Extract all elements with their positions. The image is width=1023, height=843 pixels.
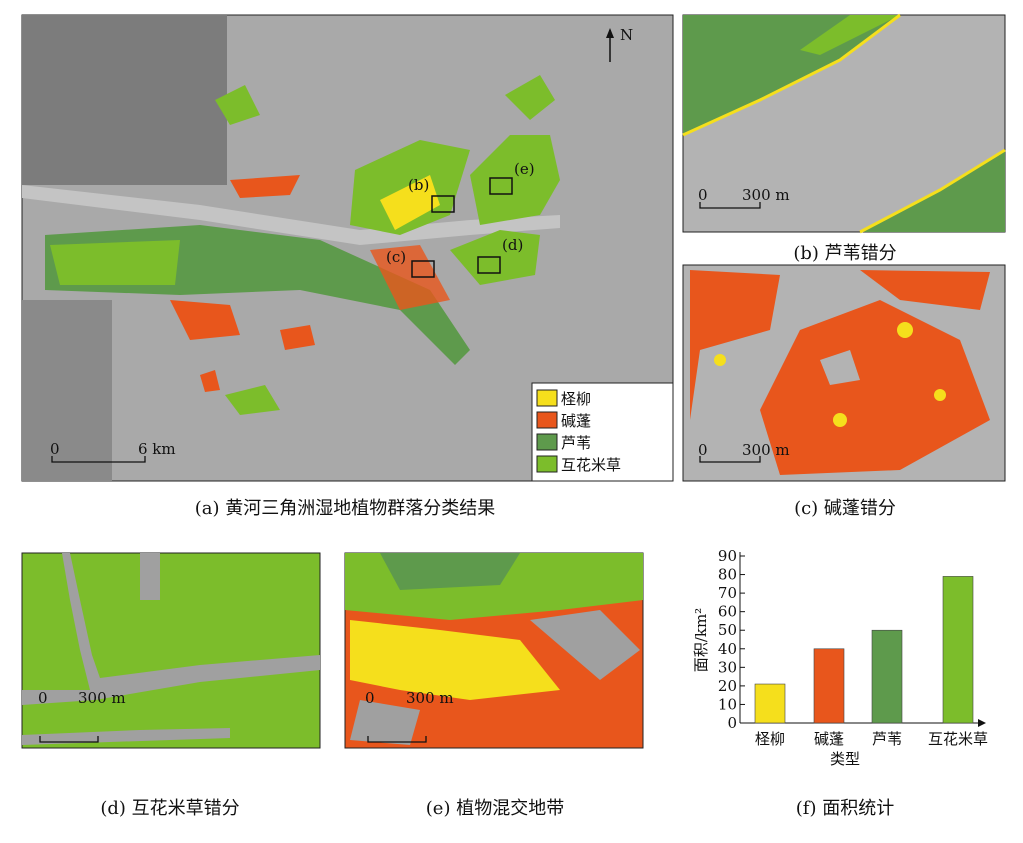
map-c: 0 300 m <box>682 264 1006 482</box>
y-tick-label: 0 <box>727 714 737 732</box>
y-tick-label: 50 <box>718 621 737 639</box>
caption: (d) 互花米草错分 <box>100 798 239 819</box>
y-tick-label: 20 <box>718 677 737 695</box>
y-tick-label: 30 <box>718 658 737 676</box>
bar <box>942 576 974 724</box>
x-axis-label: 类型 <box>830 750 860 768</box>
box-label: (e) <box>514 160 535 178</box>
y-tick-label: 80 <box>718 566 737 584</box>
legend-swatch <box>536 433 558 451</box>
scale-label: 300 m <box>78 689 126 707</box>
caption: (f) 面积统计 <box>796 798 894 819</box>
x-tick-label: 芦苇 <box>872 730 902 748</box>
caption: (a) 黄河三角洲湿地植物群落分类结果 <box>195 498 496 519</box>
map-b: 0 300 m <box>682 13 1006 234</box>
legend-label: 互花米草 <box>561 456 621 474</box>
scale-label: 0 <box>50 440 60 458</box>
caption: (c) 碱蓬错分 <box>794 498 896 519</box>
scale-label: 6 km <box>138 440 176 458</box>
map-e: 0 300 m <box>344 552 644 749</box>
bar <box>813 648 845 724</box>
box-label: (d) <box>502 236 523 254</box>
scale-label: 0 <box>38 689 48 707</box>
y-axis-label: 面积/km² <box>692 608 710 672</box>
legend-label: 柽柳 <box>561 390 591 408</box>
y-tick-label: 10 <box>718 695 737 713</box>
scale-label: 300 m <box>406 689 454 707</box>
y-tick-label: 90 <box>718 547 737 565</box>
x-tick-label: 互花米草 <box>928 730 988 748</box>
y-tick-label: 40 <box>718 640 737 658</box>
y-tick-label: 70 <box>718 584 737 602</box>
scale-label: 0 <box>365 689 375 707</box>
caption: (b) 芦苇错分 <box>793 243 896 264</box>
bar <box>871 629 903 724</box>
legend-label: 芦苇 <box>561 434 591 452</box>
caption: (e) 植物混交地带 <box>426 798 564 819</box>
legend-swatch <box>536 411 558 429</box>
scale-label: 300 m <box>742 186 790 204</box>
north-label: N <box>620 26 633 44</box>
y-tick-label: 60 <box>718 603 737 621</box>
box-label: (c) <box>386 248 406 266</box>
scale-label: 0 <box>698 186 708 204</box>
x-tick-label: 柽柳 <box>755 730 785 748</box>
box-label: (b) <box>408 176 429 194</box>
bar <box>754 683 786 724</box>
legend-label: 碱蓬 <box>561 412 591 430</box>
legend-swatch <box>536 389 558 407</box>
legend-swatch <box>536 455 558 473</box>
scale-label: 300 m <box>742 441 790 459</box>
map-d: 0 300 m <box>21 552 321 749</box>
x-tick-label: 碱蓬 <box>814 730 844 748</box>
scale-label: 0 <box>698 441 708 459</box>
